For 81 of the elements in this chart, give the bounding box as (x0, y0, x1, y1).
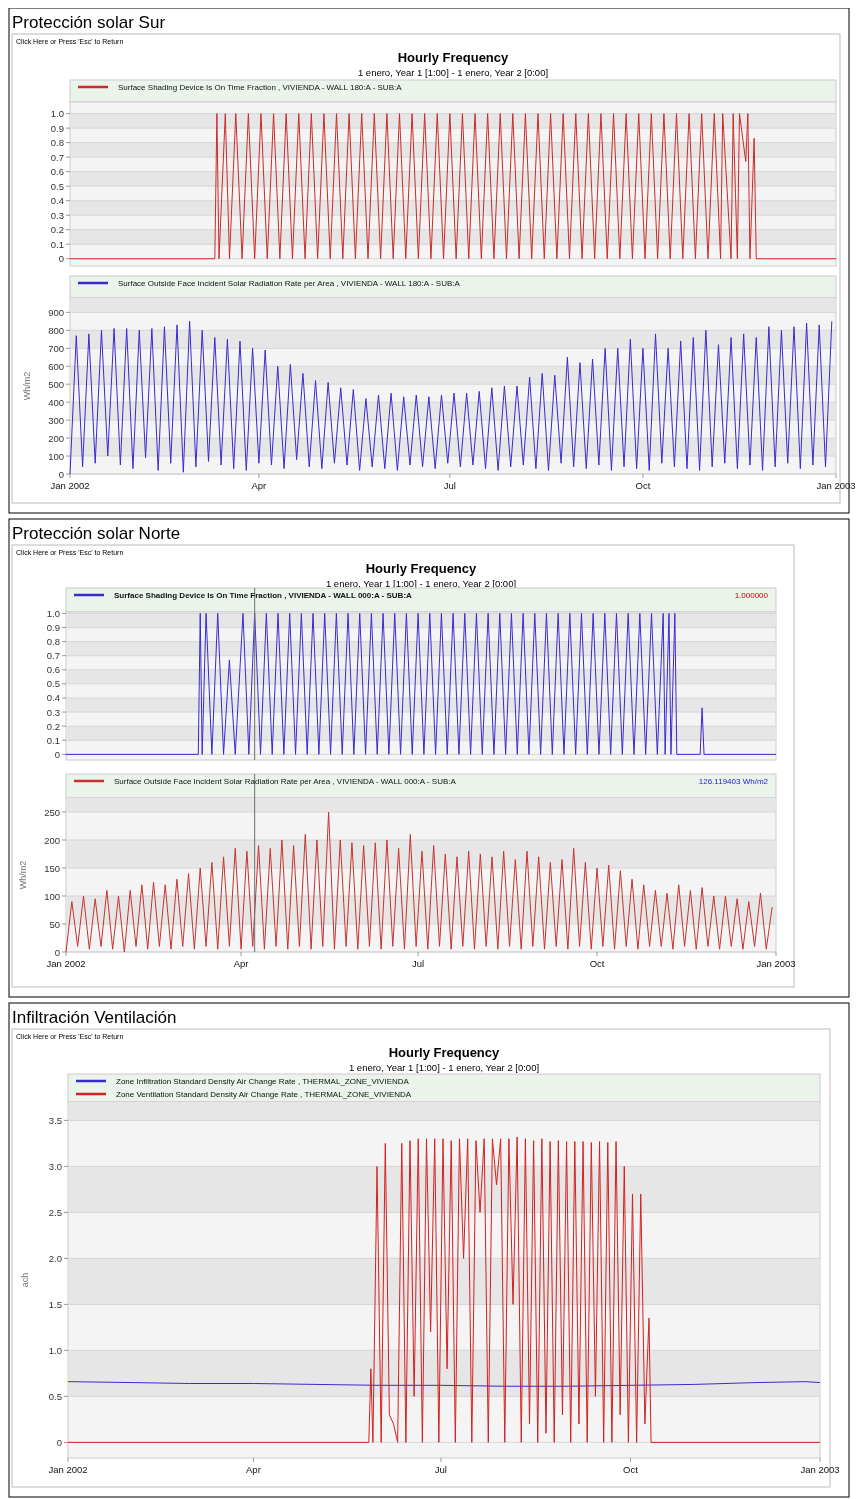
y-axis-title: Wh/m2 (18, 860, 28, 890)
x-tick-label: Jul (434, 1464, 447, 1475)
y-tick-label: 200 (48, 432, 64, 444)
y-tick-label: 0 (54, 946, 60, 958)
x-tick-label: Jul (443, 480, 456, 491)
y-tick-label: 0 (58, 468, 64, 480)
chart-title: Hourly Frequency (365, 561, 478, 576)
y-tick-label: 0.1 (46, 734, 60, 746)
y-tick-label: 0.1 (50, 238, 64, 250)
y-tick-label: 800 (48, 324, 64, 336)
y-tick-label: 100 (48, 450, 64, 462)
y-tick-label: 400 (48, 396, 64, 408)
chart-subtitle: 1 enero, Year 1 [1:00] - 1 enero, Year 2 [0:00] (348, 1062, 540, 1073)
text: Protección solar Sur (12, 13, 166, 32)
text: 1.000000 (734, 591, 769, 600)
y-tick-label: 1.0 (50, 108, 64, 120)
y-tick-label: 1.0 (48, 1344, 62, 1356)
x-tick-label: Jan 2003 (816, 480, 856, 491)
y-tick-label: 200 (44, 834, 60, 846)
x-tick-label: Oct (589, 958, 605, 969)
legend-label: Surface Shading Device Is On Time Fraction , VIVIENDA - WALL 180:A - SUB:A (118, 83, 403, 92)
y-tick-label: 0.6 (46, 664, 60, 676)
y-tick-label: 3.0 (48, 1160, 62, 1172)
y-tick-label: 0.4 (50, 195, 64, 207)
y-tick-label: 0.6 (50, 166, 64, 178)
y-tick-label: 0.9 (50, 122, 64, 134)
y-tick-label: 0 (58, 253, 64, 265)
y-tick-label: 900 (48, 306, 64, 318)
y-tick-label: 0.2 (46, 720, 60, 732)
text: Infiltración Ventilación (12, 1008, 177, 1027)
y-axis-title: ach (20, 1272, 30, 1288)
chart-title: Hourly Frequency (397, 50, 510, 65)
chart-subtitle: 1 enero, Year 1 [1:00] - 1 enero, Year 2 [0:00] (325, 578, 517, 589)
y-tick-label: 0.7 (50, 151, 64, 163)
y-tick-label: 0.4 (46, 692, 60, 704)
legend-label: Surface Outside Face Incident Solar Radiation Rate per Area , VIVIENDA - WALL 000:A - SUB:A (114, 777, 457, 786)
x-tick-label: Jan 2003 (756, 958, 796, 969)
y-tick-label: 500 (48, 378, 64, 390)
y-tick-label: 700 (48, 342, 64, 354)
legend-label: Zone Infiltration Standard Density Air Change Rate , THERMAL_ZONE_VIVIENDA (116, 1077, 410, 1086)
y-tick-label: 100 (44, 890, 60, 902)
y-tick-label: 0.3 (50, 209, 64, 221)
y-tick-label: 0.8 (50, 137, 64, 149)
x-tick-label: Jan 2002 (46, 958, 86, 969)
y-tick-label: 0.2 (50, 224, 64, 236)
text: Protección solar Norte (12, 524, 181, 543)
y-tick-label: 250 (44, 806, 60, 818)
y-tick-label: 0.7 (46, 650, 60, 662)
legend-label: Surface Shading Device Is On Time Fraction , VIVIENDA - WALL 000:A - SUB:A (114, 591, 413, 600)
y-tick-label: 0.3 (46, 706, 60, 718)
y-tick-label: 1.0 (46, 607, 60, 619)
x-tick-label: Apr (246, 1464, 261, 1475)
y-tick-label: 3.5 (48, 1114, 62, 1126)
y-tick-label: 600 (48, 360, 64, 372)
y-tick-label: 2.0 (48, 1252, 62, 1264)
x-tick-label: Jul (412, 958, 425, 969)
x-tick-label: Oct (623, 1464, 639, 1475)
chart-subtitle: 1 enero, Year 1 [1:00] - 1 enero, Year 2 [0:00] (357, 67, 549, 78)
y-tick-label: 300 (48, 414, 64, 426)
chart-title: Hourly Frequency (388, 1045, 501, 1060)
text: 126.119403 Wh/m2 (698, 777, 769, 786)
x-tick-label: Jan 2002 (50, 480, 90, 491)
y-tick-label: 2.5 (48, 1206, 62, 1218)
y-tick-label: 0.5 (46, 678, 60, 690)
x-tick-label: Apr (233, 958, 249, 969)
x-tick-label: Apr (251, 480, 267, 491)
y-tick-label: 150 (44, 862, 60, 874)
legend-label: Surface Outside Face Incident Solar Radiation Rate per Area , VIVIENDA - WALL 180:A - SUB:A (118, 279, 461, 288)
x-tick-label: Jan 2002 (48, 1464, 88, 1475)
y-axis-title: Wh/m2 (22, 371, 32, 401)
y-tick-label: 0 (54, 748, 60, 760)
x-tick-label: Jan 2003 (800, 1464, 840, 1475)
x-tick-label: Oct (635, 480, 651, 491)
y-tick-label: 0 (56, 1436, 62, 1448)
legend-label: Zone Ventilation Standard Density Air Change Rate , THERMAL_ZONE_VIVIENDA (116, 1090, 412, 1099)
y-tick-label: 50 (49, 918, 60, 930)
y-tick-label: 0.5 (50, 180, 64, 192)
y-tick-label: 0.9 (46, 622, 60, 633)
y-tick-label: 0.5 (48, 1390, 62, 1402)
y-tick-label: 0.8 (46, 636, 60, 648)
y-tick-label: 1.5 (48, 1298, 62, 1310)
